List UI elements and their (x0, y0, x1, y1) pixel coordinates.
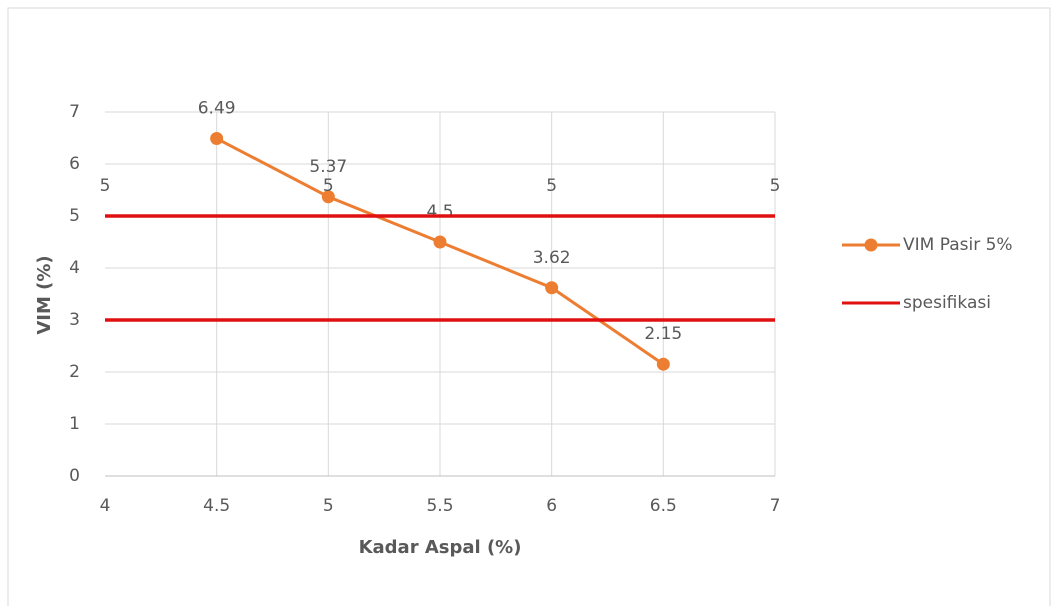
data-label: 4.5 (426, 202, 453, 222)
chart-container: VIM (%) Kadar Aspal (%) 0123456744.555.5… (0, 0, 1059, 606)
x-tick-label: 4 (100, 496, 111, 516)
x-tick-label: 7 (770, 496, 781, 516)
data-label: 5 (546, 176, 557, 196)
data-point (434, 236, 447, 249)
x-tick-label: 5 (323, 496, 334, 516)
x-tick-label: 4.5 (203, 496, 230, 516)
y-tick-label: 3 (69, 310, 80, 330)
data-point (657, 358, 670, 371)
legend-label: spesifikasi (903, 292, 1013, 314)
y-tick-label: 5 (69, 206, 80, 226)
x-tick-label: 6.5 (650, 496, 677, 516)
y-tick-label: 2 (69, 362, 80, 382)
data-label: 5 (770, 176, 781, 196)
data-point (545, 281, 558, 294)
data-label: 5.37 (309, 157, 347, 177)
data-label: 2.15 (644, 324, 682, 344)
chart-border (8, 8, 1050, 606)
y-axis-title: VIM (%) (34, 255, 55, 334)
y-tick-label: 6 (69, 154, 80, 174)
y-tick-label: 4 (69, 258, 80, 278)
data-label: 5 (100, 176, 111, 196)
x-axis-title: Kadar Aspal (%) (359, 537, 522, 558)
data-point (210, 132, 223, 145)
legend-label: VIM Pasir 5% (903, 234, 1013, 256)
legend-marker (865, 239, 878, 252)
chart: VIM (%) Kadar Aspal (%) 0123456744.555.5… (0, 0, 1059, 606)
y-tick-label: 7 (69, 102, 80, 122)
x-tick-label: 5.5 (426, 496, 453, 516)
x-tick-label: 6 (546, 496, 557, 516)
y-tick-label: 1 (69, 414, 80, 434)
data-label: 3.62 (533, 248, 571, 268)
y-tick-label: 0 (69, 466, 80, 486)
data-label: 5 (323, 176, 334, 196)
data-label: 6.49 (198, 99, 236, 119)
